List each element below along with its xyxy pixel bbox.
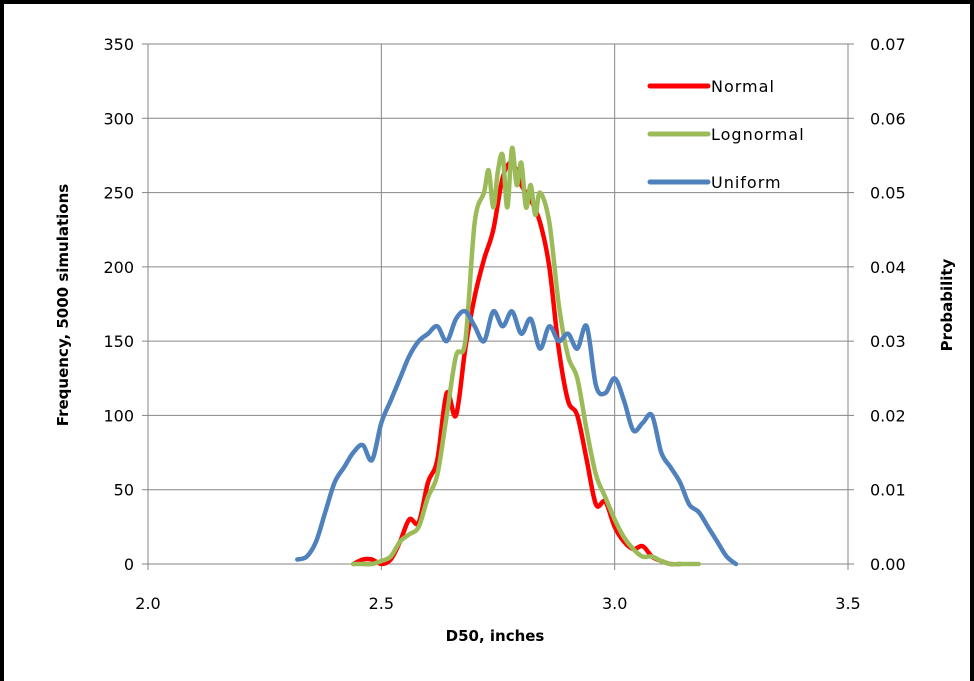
y2-tick-label: 0.01 — [870, 481, 906, 500]
legend-label-normal: Normal — [711, 77, 775, 96]
y2-axis-ticks: 0.00 0.01 0.02 0.03 0.04 0.05 0.06 0.07 — [848, 35, 906, 574]
y-tick-label: 300 — [103, 109, 134, 128]
x-axis-ticks: 2.0 2.5 3.0 3.5 — [135, 564, 861, 613]
y2-tick-label: 0.03 — [870, 332, 906, 351]
x-tick-label: 3.0 — [602, 594, 627, 613]
y2-tick-label: 0.07 — [870, 35, 906, 54]
y2-tick-label: 0.02 — [870, 406, 906, 425]
legend-label-lognormal: Lognormal — [711, 125, 805, 144]
legend-label-uniform: Uniform — [711, 173, 782, 192]
series-lines — [295, 145, 739, 567]
y2-tick-label: 0.06 — [870, 109, 906, 128]
y-axis-title: Frequency, 5000 simulations — [54, 184, 72, 426]
y2-axis-title: Probability — [938, 258, 956, 351]
series-line-lognormal — [351, 145, 701, 567]
y2-tick-label: 0.00 — [870, 555, 906, 574]
x-tick-label: 2.0 — [135, 594, 160, 613]
legend: Normal Lognormal Uniform — [647, 77, 805, 192]
x-tick-label: 2.5 — [369, 594, 394, 613]
gridlines — [147, 43, 849, 565]
x-tick-label: 3.5 — [835, 594, 860, 613]
series-line-normal — [351, 160, 683, 567]
y-tick-label: 200 — [103, 258, 134, 277]
y-tick-label: 350 — [103, 35, 134, 54]
x-axis-title: D50, inches — [446, 627, 545, 645]
series-line-uniform — [295, 308, 739, 567]
y-tick-label: 0 — [124, 555, 134, 574]
y-axis-ticks: 0 50 100 150 200 250 300 350 — [103, 35, 148, 574]
y2-tick-label: 0.05 — [870, 184, 906, 203]
y-tick-label: 50 — [114, 481, 134, 500]
y-tick-label: 100 — [103, 406, 134, 425]
y2-tick-label: 0.04 — [870, 258, 906, 277]
y-tick-label: 250 — [103, 184, 134, 203]
plot-area-border — [147, 43, 849, 565]
y-tick-label: 150 — [103, 332, 134, 351]
